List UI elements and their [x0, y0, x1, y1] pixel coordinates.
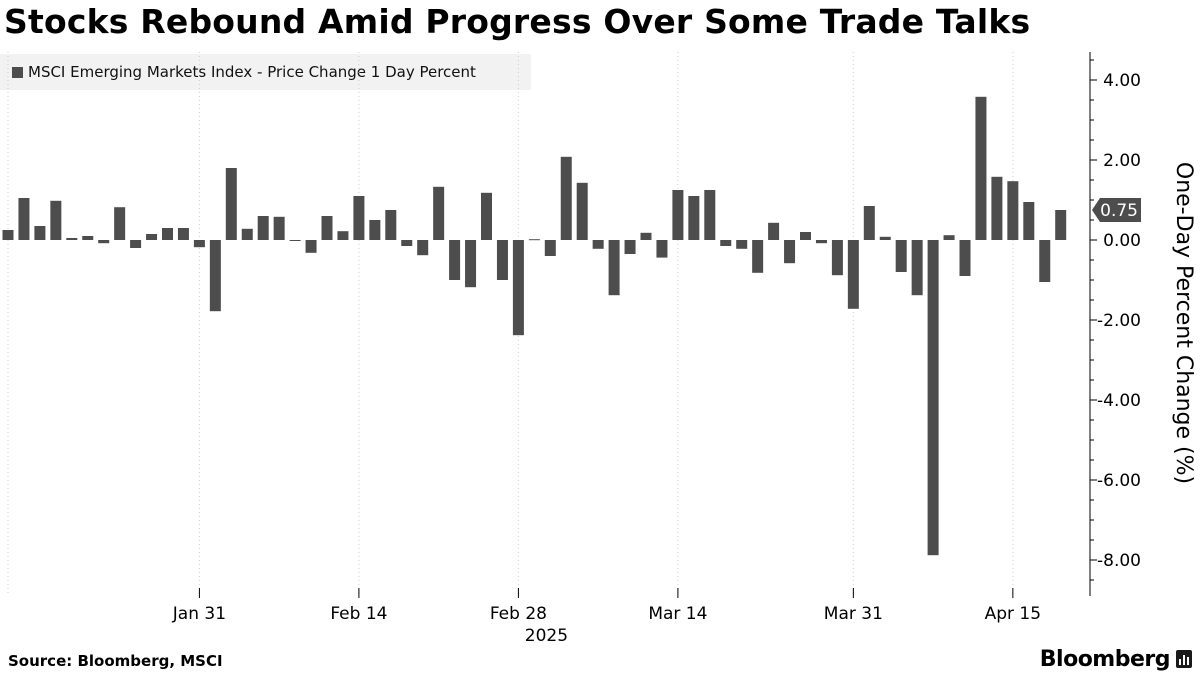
bar — [608, 240, 620, 296]
x-tick-label: Apr 15 — [985, 604, 1041, 624]
bar — [831, 240, 843, 276]
bar — [193, 240, 205, 248]
bar — [592, 240, 604, 249]
bar — [624, 240, 636, 254]
bar — [401, 240, 413, 246]
bar — [1055, 210, 1067, 240]
chart-title: Stocks Rebound Amid Progress Over Some T… — [4, 2, 1031, 41]
bar — [1007, 181, 1019, 240]
bar — [544, 240, 556, 256]
bar — [18, 198, 30, 240]
brand-logo: Bloomberg — [1039, 647, 1171, 672]
bar — [752, 240, 764, 273]
bar — [640, 232, 652, 240]
bar — [959, 240, 971, 276]
bar — [879, 236, 891, 240]
bar — [1039, 240, 1051, 282]
bar — [177, 228, 189, 240]
y-tick-label: -6.00 — [1097, 471, 1141, 491]
bar — [2, 230, 14, 240]
bar — [34, 226, 46, 240]
bar — [512, 240, 524, 336]
bar — [146, 234, 158, 240]
bar — [114, 207, 126, 240]
bar — [847, 240, 859, 309]
legend: MSCI Emerging Markets Index - Price Chan… — [0, 54, 531, 90]
bar — [815, 240, 827, 244]
bar — [736, 240, 748, 249]
bar — [369, 220, 381, 240]
bars — [2, 96, 1067, 556]
bar — [560, 156, 572, 240]
x-tick-label: Feb 28 — [490, 604, 547, 624]
bar — [449, 240, 461, 280]
bar — [273, 216, 285, 240]
bar — [337, 231, 349, 240]
y-tick-label: -2.00 — [1097, 311, 1141, 331]
bar — [98, 240, 110, 244]
y-tick-label: -8.00 — [1097, 551, 1141, 571]
y-tick-label: 2.00 — [1103, 151, 1141, 171]
bar — [385, 210, 397, 240]
bar — [305, 240, 317, 253]
bar — [162, 228, 173, 240]
bar — [911, 240, 923, 296]
last-value-label: 0.75 — [1100, 201, 1138, 221]
bar — [289, 240, 301, 241]
x-tick-label: Feb 14 — [330, 604, 387, 624]
x-axis: Jan 31 Feb 14 Feb 28 Mar 14 Mar 31 Apr 15 2025 — [172, 588, 1041, 646]
bar — [241, 228, 253, 240]
bar — [433, 186, 445, 240]
bar — [927, 240, 939, 556]
bar — [82, 236, 94, 240]
y-tick-label: -4.00 — [1097, 391, 1141, 411]
x-tick-label: Mar 31 — [824, 604, 883, 624]
x-year-label: 2025 — [525, 626, 568, 646]
x-tick-label: Mar 14 — [648, 604, 707, 624]
bar — [768, 222, 780, 240]
bar — [863, 206, 875, 240]
bar — [321, 216, 333, 240]
y-axis: 4.00 2.00 0.00 -2.00 -4.00 -6.00 -8.00 0.75 One-… — [1089, 52, 1196, 596]
bar — [991, 176, 1003, 240]
bar — [943, 235, 955, 240]
bar — [656, 240, 668, 258]
bar — [528, 239, 540, 241]
bar — [1023, 202, 1035, 240]
bar — [130, 240, 142, 248]
bar — [417, 240, 429, 256]
last-value-flag — [1092, 198, 1141, 222]
gridlines — [7, 52, 1014, 596]
bar — [496, 240, 508, 280]
bar — [704, 190, 716, 240]
bar — [672, 190, 684, 240]
legend-label: MSCI Emerging Markets Index - Price Chan… — [28, 63, 476, 81]
bar — [784, 240, 796, 264]
bar — [720, 240, 732, 246]
bar — [257, 216, 269, 240]
bar — [800, 232, 811, 240]
y-tick-label: 4.00 — [1103, 71, 1141, 91]
y-axis-title: One-Day Percent Change (%) — [1171, 162, 1196, 484]
bar — [975, 96, 987, 240]
y-tick-label: 0.00 — [1103, 231, 1141, 251]
bar — [465, 240, 477, 288]
bar — [225, 168, 237, 240]
source-note: Source: Bloomberg, MSCI — [8, 652, 223, 670]
bar — [895, 240, 907, 272]
bloomberg-terminal-icon — [1176, 650, 1192, 668]
bar — [209, 240, 221, 312]
bar — [576, 182, 588, 240]
bar — [50, 200, 62, 240]
bar — [66, 238, 78, 240]
x-tick-label: Jan 31 — [172, 604, 226, 624]
bar — [353, 196, 365, 240]
legend-swatch — [12, 66, 23, 78]
bar — [688, 196, 700, 240]
bar — [481, 192, 492, 240]
